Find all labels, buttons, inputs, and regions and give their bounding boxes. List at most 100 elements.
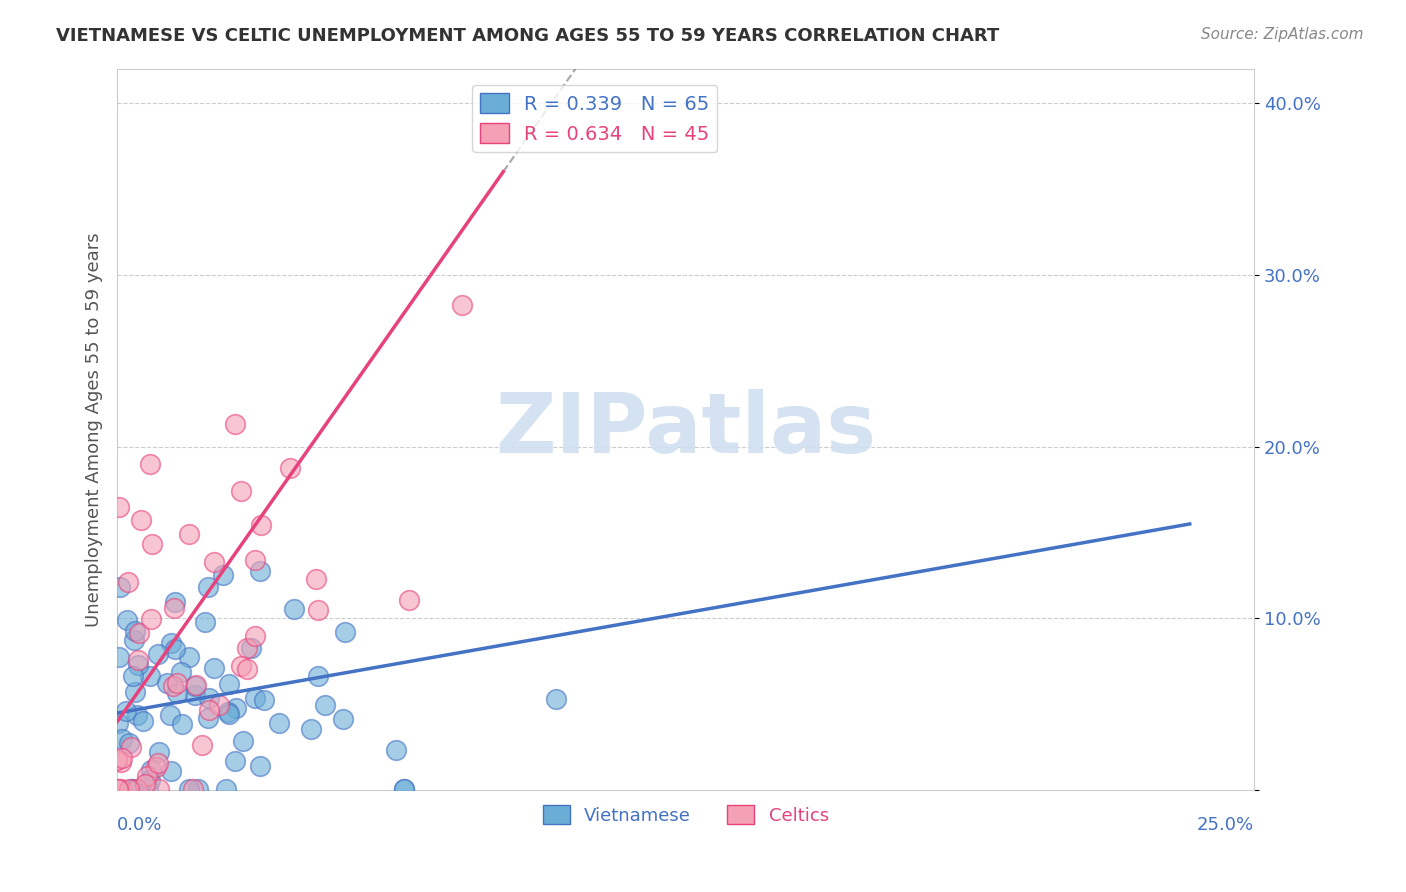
Point [332, 712, 354, 726]
Point [224, 417, 246, 431]
Point [224, 754, 246, 768]
Point [162, 680, 184, 694]
Point [184, 679, 207, 693]
Point [165, 595, 187, 609]
Point [134, 777, 156, 791]
Point [218, 707, 240, 722]
Point [217, 705, 239, 719]
Point [139, 668, 162, 682]
Point [117, 574, 139, 589]
Point [136, 769, 159, 783]
Text: Source: ZipAtlas.com: Source: ZipAtlas.com [1201, 27, 1364, 42]
Point [225, 701, 247, 715]
Point [115, 613, 138, 627]
Point [128, 625, 150, 640]
Point [122, 669, 145, 683]
Point [124, 624, 146, 638]
Point [179, 650, 201, 665]
Point [181, 781, 204, 796]
Point [111, 731, 134, 746]
Text: 0.0%: 0.0% [117, 815, 163, 834]
Point [194, 615, 217, 629]
Point [232, 734, 254, 748]
Point [177, 527, 200, 541]
Point [314, 698, 336, 713]
Point [118, 736, 141, 750]
Point [231, 483, 253, 498]
Point [451, 298, 474, 312]
Point [146, 756, 169, 770]
Point [163, 641, 186, 656]
Point [278, 460, 301, 475]
Point [148, 781, 170, 796]
Point [249, 564, 271, 578]
Point [120, 740, 142, 755]
Point [141, 612, 163, 626]
Point [398, 593, 420, 607]
Point [136, 781, 159, 796]
Point [250, 517, 273, 532]
Point [107, 716, 129, 731]
Point [243, 629, 266, 643]
Point [307, 603, 329, 617]
Point [204, 555, 226, 569]
Point [305, 572, 328, 586]
Point [139, 458, 162, 472]
Point [546, 691, 568, 706]
Point [179, 781, 201, 796]
Text: VIETNAMESE VS CELTIC UNEMPLOYMENT AMONG AGES 55 TO 59 YEARS CORRELATION CHART: VIETNAMESE VS CELTIC UNEMPLOYMENT AMONG … [56, 27, 1000, 45]
Point [218, 676, 240, 690]
Point [249, 759, 271, 773]
Point [125, 708, 148, 723]
Point [107, 781, 129, 796]
Point [160, 636, 183, 650]
Point [127, 657, 149, 672]
Point [252, 693, 274, 707]
Point [208, 698, 231, 713]
Point [107, 781, 129, 796]
Point [172, 717, 194, 731]
Point [166, 675, 188, 690]
Point [229, 658, 252, 673]
Point [107, 500, 129, 514]
Point [131, 513, 153, 527]
Point [187, 781, 209, 796]
Point [132, 714, 155, 728]
Point [156, 675, 179, 690]
Point [145, 760, 167, 774]
Y-axis label: Unemployment Among Ages 55 to 59 years: Unemployment Among Ages 55 to 59 years [86, 232, 103, 627]
Point [202, 661, 225, 675]
Point [269, 716, 291, 731]
Point [138, 773, 160, 788]
Point [124, 685, 146, 699]
Point [163, 601, 186, 615]
Point [333, 624, 356, 639]
Point [197, 580, 219, 594]
Point [236, 662, 259, 676]
Point [120, 781, 142, 796]
Point [159, 707, 181, 722]
Point [283, 602, 305, 616]
Text: 25.0%: 25.0% [1197, 815, 1254, 834]
Point [139, 763, 162, 777]
Point [110, 781, 132, 796]
Point [307, 669, 329, 683]
Point [184, 688, 207, 702]
Point [197, 703, 219, 717]
Point [170, 665, 193, 679]
Point [122, 781, 145, 796]
Point [392, 781, 415, 796]
Point [146, 647, 169, 661]
Point [105, 753, 128, 767]
Point [184, 678, 207, 692]
Point [166, 686, 188, 700]
Point [122, 633, 145, 648]
Point [299, 722, 322, 736]
Point [214, 781, 236, 796]
Legend: Vietnamese, Celtics: Vietnamese, Celtics [536, 798, 837, 832]
Point [212, 568, 235, 582]
Point [108, 649, 131, 664]
Point [236, 640, 259, 655]
Point [118, 781, 141, 796]
Point [392, 781, 415, 796]
